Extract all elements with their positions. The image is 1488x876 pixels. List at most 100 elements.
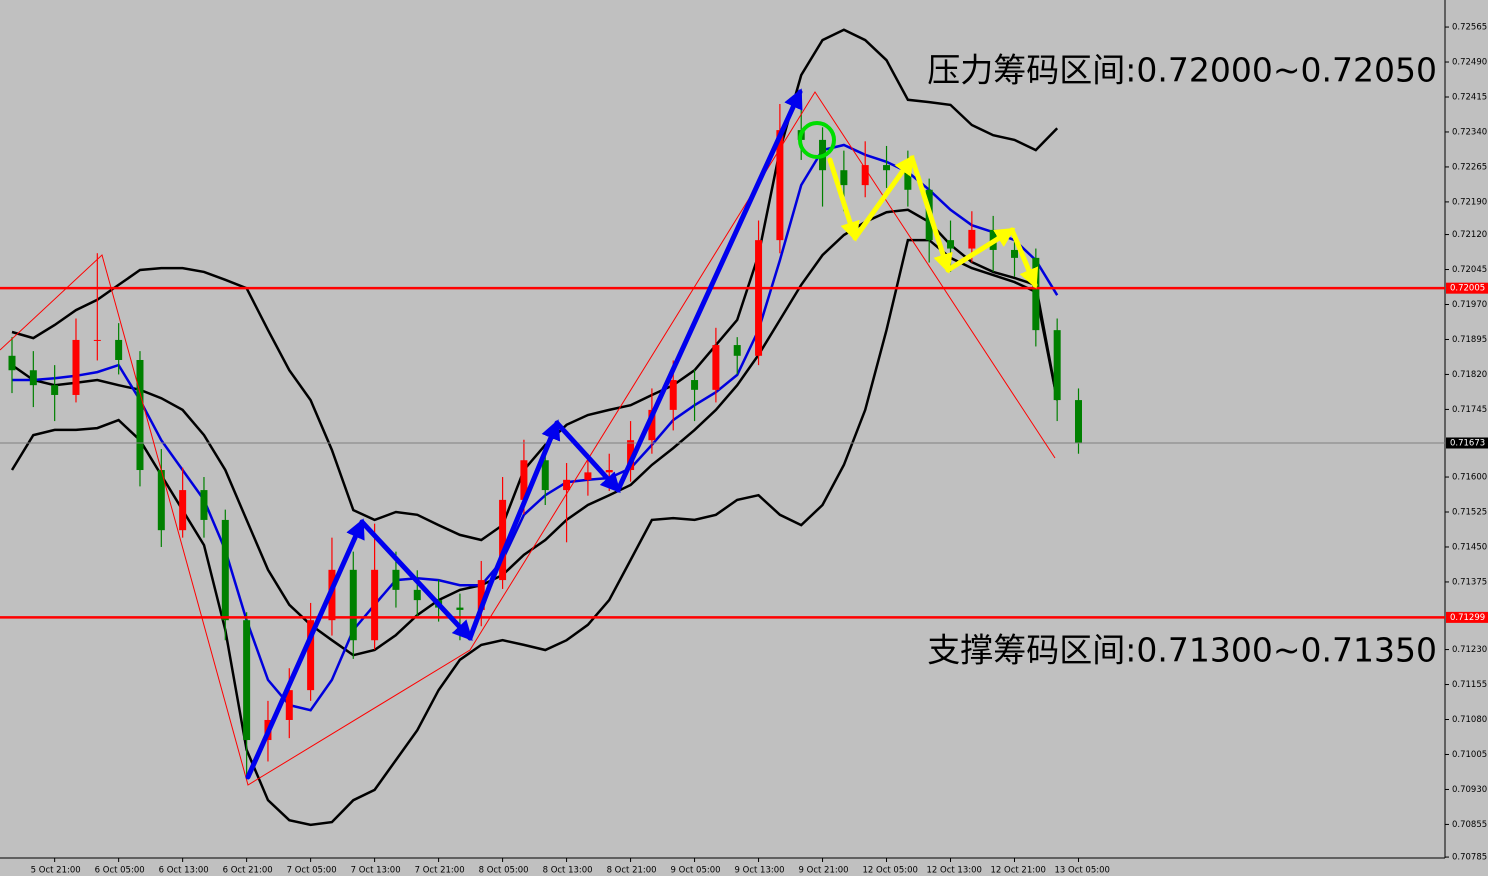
candle-body: [883, 165, 891, 171]
candle-body: [691, 380, 699, 390]
y-tick-label: 0.71155: [1452, 680, 1487, 690]
annotation-drawings: [0, 88, 1056, 786]
x-tick-label: 6 Oct 13:00: [159, 866, 209, 876]
candle-body: [72, 339, 80, 395]
arrow: [467, 582, 493, 641]
x-tick-label: 13 Oct 05:00: [1055, 866, 1110, 876]
candle-body: [349, 569, 357, 641]
x-tick-label: 9 Oct 13:00: [735, 866, 785, 876]
x-tick-label: 8 Oct 05:00: [479, 866, 529, 876]
y-tick-label: 0.71820: [1452, 370, 1487, 380]
x-tick-label: 7 Oct 13:00: [351, 866, 401, 876]
arrow: [487, 419, 561, 588]
y-tick-label: 0.71080: [1452, 715, 1487, 725]
plot-area: [8, 28, 1082, 827]
candle-body: [669, 380, 677, 410]
x-tick-label: 8 Oct 21:00: [607, 866, 657, 876]
support-note: 支撑筹码区间:0.71300~0.71350: [927, 631, 1437, 670]
y-tick-label: 0.72415: [1452, 92, 1487, 102]
y-tick-label: 0.71005: [1452, 750, 1487, 760]
candle-body: [648, 409, 656, 441]
zigzag: [0, 91, 1056, 786]
candle-body: [563, 479, 571, 491]
candle-body: [605, 470, 613, 473]
level-label: 0.71299: [1450, 613, 1485, 623]
arrow: [909, 155, 953, 274]
y-tick-label: 0.71375: [1452, 577, 1487, 587]
arrow: [615, 88, 803, 493]
y-tick-label: 0.72490: [1452, 58, 1487, 68]
y-tick-label: 0.71745: [1452, 405, 1487, 415]
y-tick-label: 0.71450: [1452, 542, 1487, 552]
y-tick-label: 0.70785: [1452, 853, 1487, 863]
candle-body: [541, 460, 549, 491]
candle-body: [179, 490, 187, 531]
level-label-box: [1446, 282, 1488, 294]
candle-body: [861, 165, 869, 186]
resistance-note: 压力筹码区间:0.72000~0.72050: [927, 51, 1437, 90]
candle-body: [285, 690, 293, 720]
y-tick-label: 0.70855: [1452, 820, 1487, 830]
x-tick-label: 9 Oct 21:00: [799, 866, 849, 876]
arrow: [554, 420, 621, 493]
candle-body: [1053, 330, 1061, 401]
candle-body: [1075, 400, 1082, 443]
x-tick-label: 7 Oct 21:00: [415, 866, 465, 876]
arrow: [852, 154, 915, 241]
arrow: [359, 519, 473, 641]
x-tick-label: 12 Oct 05:00: [863, 866, 918, 876]
candle-body: [776, 130, 784, 241]
x-tick-label: 8 Oct 13:00: [543, 866, 593, 876]
x-tick-label: 12 Oct 21:00: [991, 866, 1046, 876]
candle-body: [392, 569, 400, 590]
candle-body: [51, 385, 59, 395]
y-tick-label: 0.72265: [1452, 162, 1487, 172]
level-label-box: [1446, 611, 1488, 623]
x-tick-label: 6 Oct 05:00: [95, 866, 145, 876]
y-tick-label: 0.72565: [1452, 23, 1487, 33]
candle-body: [136, 359, 144, 471]
arrow: [827, 157, 860, 242]
y-tick-label: 0.72120: [1452, 230, 1487, 240]
candle-body: [243, 620, 251, 741]
candle-body: [840, 170, 848, 186]
x-tick-label: 9 Oct 05:00: [671, 866, 721, 876]
candle-body: [947, 240, 955, 249]
level-label: 0.72005: [1450, 284, 1485, 294]
x-tick-label: 5 Oct 21:00: [31, 866, 81, 876]
arrow: [245, 518, 365, 780]
highlight-circle: [798, 121, 836, 159]
candle-body: [584, 472, 592, 480]
candle-body: [499, 499, 507, 581]
candle-body: [520, 460, 528, 500]
y-tick-label: 0.71525: [1452, 508, 1487, 518]
candle-body: [733, 345, 741, 356]
x-tick-label: 7 Oct 05:00: [287, 866, 337, 876]
y-tick-label: 0.71600: [1452, 473, 1487, 483]
candle-body: [93, 339, 101, 341]
candle-body: [200, 490, 208, 520]
candle-body: [627, 440, 635, 471]
y-tick-label: 0.72190: [1452, 197, 1487, 207]
candle-body: [115, 339, 123, 360]
y-tick-label: 0.71970: [1452, 300, 1487, 310]
candle-body: [968, 229, 976, 249]
candle-body: [371, 569, 379, 641]
overlay-line: [11, 28, 1059, 542]
y-tick-label: 0.71895: [1452, 335, 1487, 345]
candle-body: [712, 345, 720, 390]
candle-body: [8, 355, 16, 371]
overlay-line: [11, 208, 1059, 657]
candle-body: [29, 370, 37, 386]
y-tick-label: 0.72045: [1452, 265, 1487, 275]
candle-body: [755, 240, 763, 356]
y-tick-label: 0.71230: [1452, 645, 1487, 655]
yellow-arrows: [827, 154, 1039, 289]
overlay-line: [12, 143, 1059, 712]
x-tick-label: 12 Oct 13:00: [927, 866, 982, 876]
candle-body: [904, 170, 912, 190]
candle-body: [477, 580, 485, 610]
